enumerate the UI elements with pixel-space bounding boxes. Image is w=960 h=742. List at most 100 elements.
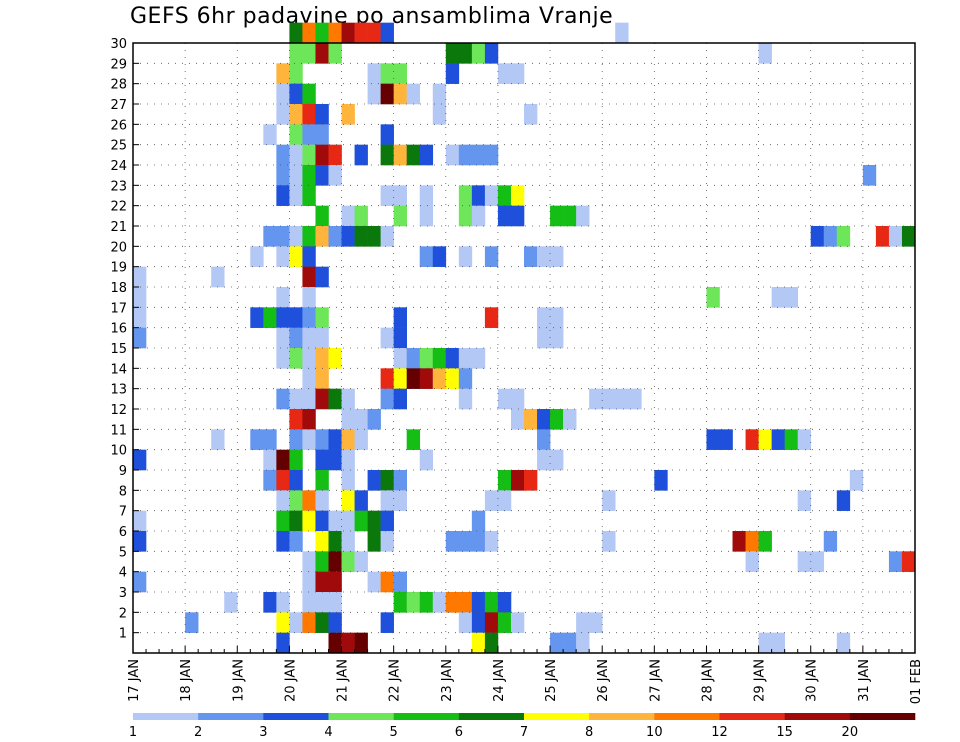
heatmap-cell [315, 226, 329, 247]
heatmap-cell [302, 83, 316, 105]
heatmap-cell [367, 531, 381, 552]
x-tick-label: 25 JAN [544, 659, 559, 702]
heatmap-cell [537, 327, 551, 349]
heatmap-cell [276, 307, 290, 328]
heatmap-cell [328, 571, 342, 593]
heatmap-cell [419, 185, 434, 206]
x-axis: 17 JAN 18 JAN 19 JAN 20 JAN 21 JAN 22 JAN 23 J… [127, 646, 924, 704]
heatmap-cell [289, 388, 303, 410]
heatmap-cell [432, 104, 447, 125]
heatmap-cell [133, 327, 147, 349]
heatmap-cell [432, 592, 447, 613]
heatmap-cell [276, 104, 290, 125]
heatmap-cell [393, 470, 407, 491]
heatmap-cell [497, 185, 512, 206]
heatmap-cell [276, 165, 290, 186]
heatmap-cell [315, 165, 329, 186]
y-tick-label: 7 [119, 505, 127, 520]
colorbar-swatch [393, 713, 460, 720]
heatmap-cell [524, 246, 538, 267]
heatmap-cell [367, 83, 381, 105]
heatmap-cell [315, 368, 329, 389]
heatmap-cell [537, 409, 551, 430]
heatmap-cell [432, 348, 447, 369]
y-tick-label: 11 [110, 423, 127, 438]
y-tick-label: 25 [110, 139, 127, 154]
heatmap-cell [380, 63, 394, 84]
heatmap-cell [341, 226, 355, 247]
heatmap-cell [471, 43, 486, 64]
heatmap-cell [341, 409, 355, 430]
heatmap-cell [289, 22, 303, 44]
heatmap-cell [328, 165, 342, 186]
colorbar-label: 15 [776, 725, 793, 740]
heatmap-cell [302, 429, 316, 450]
heatmap-cell [328, 612, 342, 633]
heatmap-cell [315, 551, 329, 572]
heatmap-cell [497, 490, 512, 511]
heatmap-cell [393, 307, 407, 328]
heatmap-cell [328, 43, 342, 64]
heatmap-cell [484, 490, 499, 511]
colorbar-label: 5 [390, 725, 398, 740]
heatmap-cell [393, 144, 407, 166]
heatmap-cell [510, 63, 525, 84]
y-tick-label: 12 [110, 403, 127, 418]
heatmap-cell [524, 104, 538, 125]
heatmap-cell [276, 632, 290, 654]
heatmap-cell [628, 388, 642, 410]
heatmap-cell [328, 226, 342, 247]
heatmap-cell [537, 307, 551, 328]
heatmap-cell [550, 449, 564, 471]
x-tick-label: 30 JAN [805, 659, 820, 702]
heatmap-cell [471, 592, 486, 613]
heatmap-cell [471, 510, 486, 532]
heatmap-cell [302, 185, 316, 206]
y-tick-label: 14 [110, 362, 127, 377]
heatmap-cell [810, 226, 825, 247]
x-tick-label: 22 JAN [388, 659, 403, 702]
heatmap-cell [263, 226, 277, 247]
heatmap-cell [393, 348, 407, 369]
colorbar-label: 7 [520, 725, 528, 740]
heatmap-cell [458, 531, 473, 552]
heatmap-cell [471, 185, 486, 206]
colorbar-swatch [589, 713, 655, 720]
heatmap-cell [302, 287, 316, 308]
heatmap-cell [276, 388, 290, 410]
heatmap-cell [276, 348, 290, 369]
colorbar-swatch [784, 713, 851, 720]
heatmap-cell [133, 287, 147, 308]
heatmap-cell [458, 388, 473, 410]
heatmap-cell [797, 490, 812, 511]
heatmap-cell [458, 368, 473, 389]
heatmap-cell [758, 531, 772, 552]
heatmap-cell [510, 470, 525, 491]
colorbar-label: 10 [646, 725, 663, 740]
colorbar-label: 8 [585, 725, 593, 740]
heatmap-cell [250, 246, 264, 267]
heatmap-cell [445, 63, 460, 84]
heatmap-cell [289, 226, 303, 247]
heatmap-cell [263, 470, 277, 491]
heatmap-cell [537, 246, 551, 267]
heatmap-cell [302, 368, 316, 389]
heatmap-cell [354, 429, 368, 450]
heatmap-cell [836, 632, 851, 654]
heatmap-cell [263, 592, 277, 613]
heatmap-cell [315, 22, 329, 44]
heatmap-cell [602, 531, 616, 552]
heatmap-cell [328, 510, 342, 532]
heatmap-cell [341, 470, 355, 491]
heatmap-cell [380, 388, 394, 410]
heatmap-cell [289, 83, 303, 105]
heatmap-cell [328, 22, 342, 44]
heatmap-cell [771, 632, 785, 654]
y-tick-label: 15 [110, 342, 127, 357]
heatmap-cell [602, 388, 616, 410]
heatmap-cell [133, 531, 147, 552]
colorbar-label: 6 [455, 725, 463, 740]
heatmap-cell [380, 368, 394, 389]
heatmap-cell [706, 287, 720, 308]
heatmap-cell [315, 592, 329, 613]
